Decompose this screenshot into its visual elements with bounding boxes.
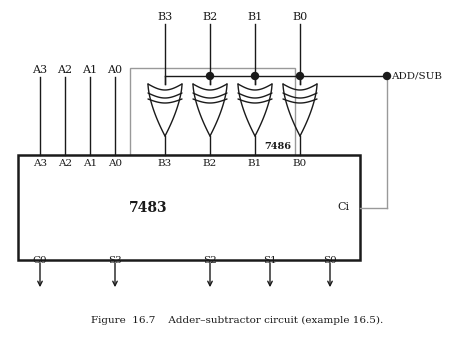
Text: A3: A3 xyxy=(33,159,47,168)
Text: B2: B2 xyxy=(202,12,218,22)
Bar xyxy=(130,68,295,155)
Bar xyxy=(18,155,360,260)
Text: A1: A1 xyxy=(82,65,98,75)
Text: S0: S0 xyxy=(323,256,337,265)
Circle shape xyxy=(383,73,391,80)
Text: B3: B3 xyxy=(158,159,172,168)
Text: A3: A3 xyxy=(32,65,47,75)
Text: B0: B0 xyxy=(293,159,307,168)
Text: S2: S2 xyxy=(203,256,217,265)
Text: A0: A0 xyxy=(108,65,123,75)
Text: 7486: 7486 xyxy=(264,142,291,151)
Circle shape xyxy=(297,73,303,80)
Text: Figure  16.7    Adder–subtractor circuit (example 16.5).: Figure 16.7 Adder–subtractor circuit (ex… xyxy=(91,316,383,325)
Text: C0: C0 xyxy=(33,256,47,265)
Circle shape xyxy=(252,73,258,80)
Text: A2: A2 xyxy=(57,65,73,75)
Text: B1: B1 xyxy=(248,159,262,168)
Circle shape xyxy=(207,73,213,80)
Text: B0: B0 xyxy=(292,12,308,22)
Text: B3: B3 xyxy=(157,12,173,22)
Text: A0: A0 xyxy=(108,159,122,168)
Text: Ci: Ci xyxy=(338,202,350,213)
Text: A1: A1 xyxy=(83,159,97,168)
Text: S3: S3 xyxy=(108,256,122,265)
Text: S1: S1 xyxy=(263,256,277,265)
Text: A2: A2 xyxy=(58,159,72,168)
Text: 7483: 7483 xyxy=(128,200,167,215)
Text: B1: B1 xyxy=(247,12,263,22)
Text: ADD/SUB: ADD/SUB xyxy=(391,72,442,80)
Text: B2: B2 xyxy=(203,159,217,168)
